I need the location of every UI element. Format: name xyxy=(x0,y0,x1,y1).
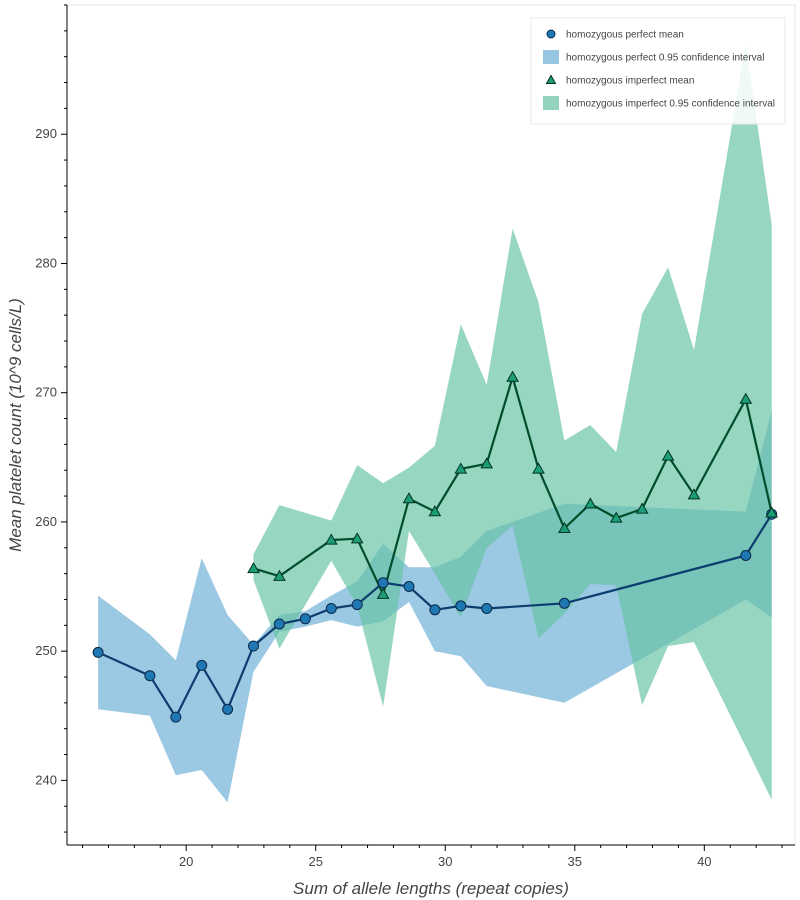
point-imperfect xyxy=(765,506,779,518)
y-tick-label: 240 xyxy=(35,772,57,787)
point-imperfect xyxy=(609,511,623,523)
point-imperfect xyxy=(583,497,597,509)
mean-line-perfect xyxy=(97,513,773,720)
series-markers xyxy=(92,370,779,723)
legend-label: homozygous perfect mean xyxy=(566,30,684,41)
x-ticks: 20 25 30 35 40 xyxy=(82,845,783,869)
x-tick-label: 40 xyxy=(697,854,711,869)
point-imperfect xyxy=(273,569,286,581)
point-perfect xyxy=(170,711,182,723)
y-tick-label: 290 xyxy=(35,126,57,141)
legend-swatch-band xyxy=(543,50,559,64)
point-imperfect xyxy=(635,502,649,514)
point-imperfect xyxy=(532,462,545,474)
point-perfect xyxy=(351,599,363,611)
ci-band-imperfect xyxy=(253,43,772,800)
point-imperfect xyxy=(428,505,442,517)
y-tick-label: 260 xyxy=(35,514,57,529)
point-imperfect xyxy=(324,533,338,545)
point-perfect xyxy=(144,670,156,682)
legend-label: homozygous perfect 0.95 confidence inter… xyxy=(566,53,764,64)
point-imperfect xyxy=(506,370,519,382)
y-tick-label: 250 xyxy=(35,643,57,658)
point-imperfect xyxy=(402,492,416,504)
axes: 240 250 260 270 280 290 20 25 30 35 40 xyxy=(35,4,795,869)
point-imperfect xyxy=(376,587,390,599)
legend: homozygous perfect mean homozygous perfec… xyxy=(530,17,786,125)
point-perfect xyxy=(455,600,467,612)
point-imperfect xyxy=(350,532,364,544)
point-perfect xyxy=(481,603,493,614)
point-imperfect xyxy=(558,521,571,534)
legend-swatch-circle xyxy=(546,29,556,39)
y-axis-title: Mean platelet count (10^9 cells/L) xyxy=(6,298,25,552)
point-imperfect xyxy=(739,392,753,404)
point-perfect xyxy=(429,604,441,616)
x-tick-label: 20 xyxy=(179,854,193,869)
y-ticks: 240 250 260 270 280 290 xyxy=(35,4,67,833)
point-imperfect xyxy=(480,457,494,469)
legend-swatch-band xyxy=(543,96,559,110)
x-tick-label: 30 xyxy=(438,854,452,869)
y-tick-label: 270 xyxy=(35,385,57,400)
point-imperfect xyxy=(247,561,260,574)
point-imperfect xyxy=(687,488,701,500)
point-perfect xyxy=(273,618,285,630)
point-imperfect xyxy=(661,449,675,461)
legend-swatch-triangle xyxy=(545,74,557,84)
point-perfect xyxy=(325,603,337,614)
point-perfect xyxy=(92,646,104,658)
point-perfect xyxy=(196,659,208,671)
point-imperfect xyxy=(454,462,468,474)
legend-label: homozygous imperfect mean xyxy=(566,76,694,87)
point-perfect xyxy=(299,613,311,625)
legend-box xyxy=(530,17,786,125)
point-perfect xyxy=(558,597,570,609)
point-perfect xyxy=(740,550,752,561)
point-perfect xyxy=(403,581,415,592)
x-tick-label: 35 xyxy=(568,854,582,869)
x-axis-title: Sum of allele lengths (repeat copies) xyxy=(293,879,569,898)
x-tick-label: 25 xyxy=(308,854,322,869)
point-perfect xyxy=(377,577,389,589)
legend-label: homozygous imperfect 0.95 confidence int… xyxy=(566,99,775,110)
point-perfect xyxy=(222,703,234,715)
y-tick-label: 280 xyxy=(35,255,57,270)
point-perfect xyxy=(248,640,259,652)
